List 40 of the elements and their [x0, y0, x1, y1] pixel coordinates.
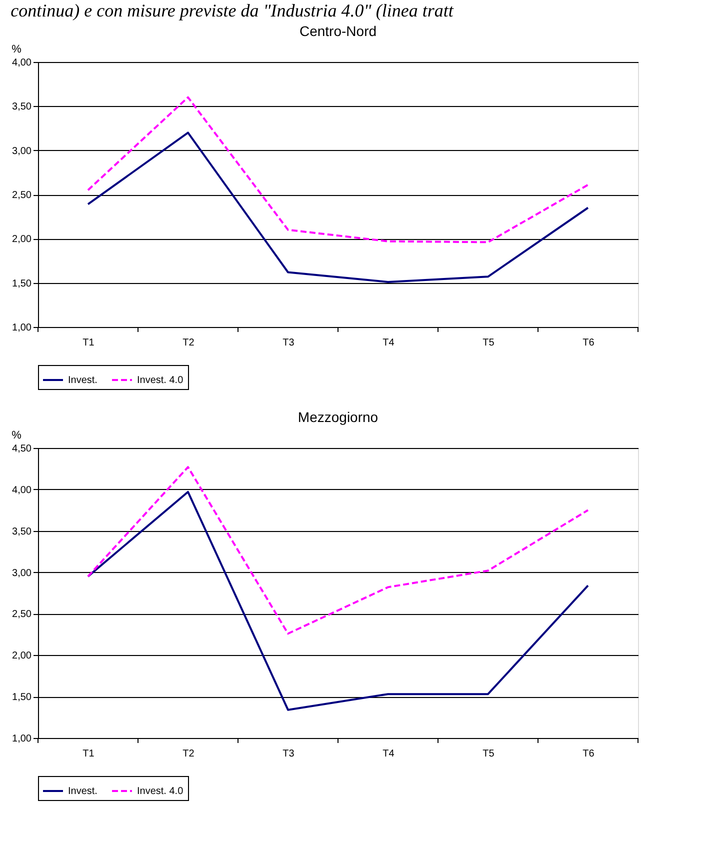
y-tick-label: 2,00 [12, 234, 32, 246]
line-series [87, 466, 589, 635]
line-series [87, 96, 589, 244]
x-tick-label: T1 [82, 748, 95, 760]
legend-label: Invest. 4.0 [137, 786, 184, 797]
y-tick-label: 3,00 [12, 568, 32, 579]
legend-label: Invest. [68, 375, 98, 386]
y-tick-label: 4,50 [12, 444, 32, 454]
text: continua) e con misure previste da "Industria 4.0" (linea tratt [10, 0, 454, 20]
x-tick-label: T4 [382, 338, 395, 348]
y-axis-title: % [12, 44, 22, 56]
y-tick-label: 2,50 [12, 609, 32, 620]
y-tick-label: 1,00 [12, 322, 32, 334]
x-tick-label: T1 [82, 338, 95, 348]
x-tick-label: T5 [482, 748, 495, 760]
y-tick-label: 1,50 [12, 692, 32, 704]
legend-label: Invest. [68, 786, 98, 797]
x-tick-label: T6 [582, 338, 595, 348]
x-tick-label: T4 [382, 748, 395, 760]
y-tick-label: 4,00 [12, 484, 32, 496]
y-tick-label: 2,50 [12, 190, 32, 201]
chart-title: Mezzogiorno [298, 409, 378, 425]
x-tick-label: T2 [182, 338, 195, 348]
line-series [87, 490, 589, 711]
y-tick-label: 3,50 [12, 102, 32, 113]
line-series [87, 132, 589, 283]
y-tick-label: 4,00 [12, 58, 32, 68]
legend-label: Invest. 4.0 [137, 375, 184, 386]
y-tick-label: 3,00 [12, 146, 32, 157]
y-tick-label: 3,50 [12, 526, 32, 538]
y-axis-title: % [12, 430, 22, 442]
y-tick-label: 1,00 [12, 734, 32, 744]
chart-title: Centro-Nord [299, 23, 377, 39]
x-tick-label: T3 [282, 338, 295, 348]
y-tick-label: 2,00 [12, 650, 32, 662]
y-tick-label: 1,50 [12, 278, 32, 290]
x-tick-label: T2 [182, 748, 195, 760]
x-tick-label: T3 [282, 748, 295, 760]
x-tick-label: T5 [482, 338, 495, 348]
x-tick-label: T6 [582, 748, 595, 760]
